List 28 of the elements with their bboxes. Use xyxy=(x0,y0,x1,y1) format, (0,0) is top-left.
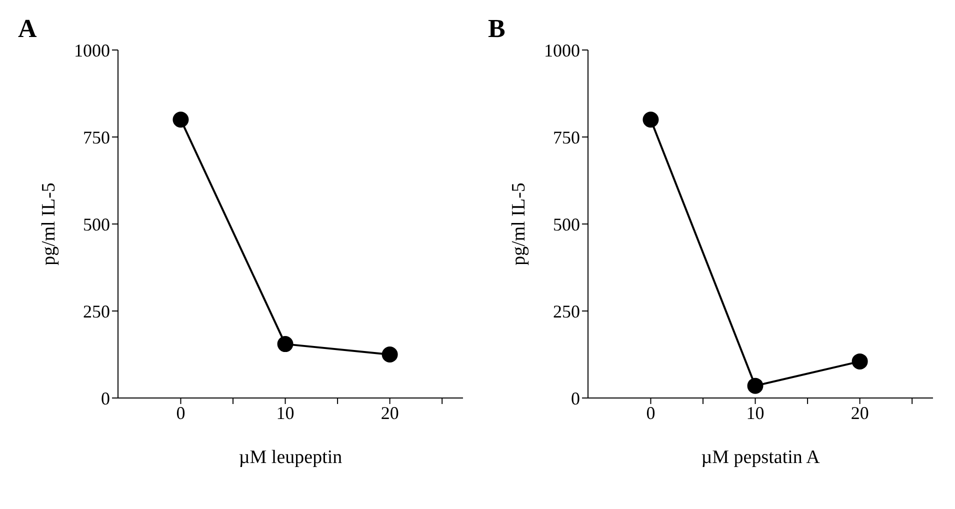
y-tick-label: 750 xyxy=(83,127,110,148)
x-axis-title: µM leupeptin xyxy=(238,447,343,468)
x-axis-title: µM pepstatin A xyxy=(701,447,820,468)
y-tick-label: 500 xyxy=(83,214,110,234)
x-tick-label: 10 xyxy=(746,402,764,423)
point xyxy=(642,112,659,128)
y-tick-label: 0 xyxy=(571,388,580,408)
x-tick-label: 10 xyxy=(276,402,294,423)
x-tick-label: 20 xyxy=(850,402,869,423)
y-tick-label: 250 xyxy=(553,301,580,322)
x-tick-label: 0 xyxy=(646,402,656,423)
y-axis-title: pg/ml IL-5 xyxy=(508,182,530,266)
x-tick-label: 20 xyxy=(380,402,399,423)
point xyxy=(277,336,294,352)
y-tick-label: 500 xyxy=(553,214,580,234)
y-tick-label: 0 xyxy=(101,388,110,408)
point xyxy=(747,378,764,394)
chart-title: B xyxy=(488,14,506,44)
y-axis-title: pg/ml IL-5 xyxy=(38,182,60,266)
y-tick-label: 750 xyxy=(553,127,580,148)
y-tick-label: 1000 xyxy=(544,40,580,60)
point xyxy=(852,353,868,370)
chart-title: A xyxy=(18,14,37,44)
x-tick-label: 0 xyxy=(176,402,186,423)
y-tick-label: 1000 xyxy=(74,40,110,60)
y-tick-label: 250 xyxy=(83,301,110,322)
point xyxy=(172,112,189,128)
point xyxy=(382,346,398,362)
